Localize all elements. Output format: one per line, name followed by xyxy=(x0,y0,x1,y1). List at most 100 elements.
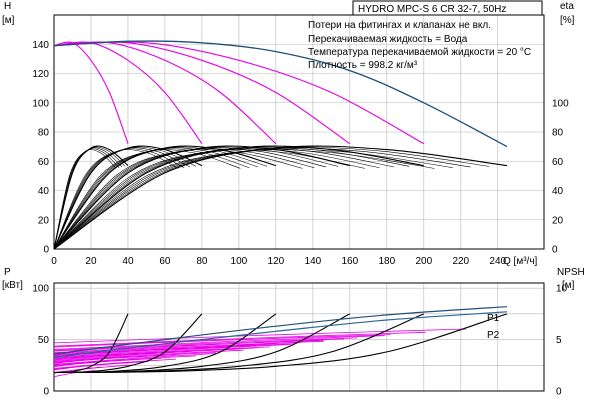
eta-tick-label: 40 xyxy=(552,186,564,197)
chart-notes: Потери на фитингах и клапанах не вкл. Пе… xyxy=(308,19,531,71)
head-curve-6 xyxy=(54,40,508,148)
top-right-tick-labels: 0 20 40 60 80 100 xyxy=(552,98,569,255)
bottom-plot-frame xyxy=(53,282,545,392)
bottom-left-tick-labels: 0 50 100 xyxy=(32,284,49,398)
head-curve-2 xyxy=(54,41,203,145)
efficiency-aux-curve-5-3 xyxy=(54,148,380,249)
efficiency-aux-curve-5-4 xyxy=(54,149,365,249)
head-tick-label: 80 xyxy=(38,128,50,139)
head-curve-1 xyxy=(54,41,129,144)
head-efficiency-panel: 0 20 40 60 80 100 120 140 160 180 200 220 240 020406… xyxy=(2,0,575,267)
chart-title-box xyxy=(352,0,543,16)
head-tick-label: 0 xyxy=(43,245,49,256)
npsh-tick-label: 10 xyxy=(556,284,568,295)
power-series-p2 xyxy=(54,311,508,358)
power-aux-curve-5-3 xyxy=(54,337,358,351)
power-tick-label: 0 xyxy=(43,387,49,398)
series-label-p2: P2 xyxy=(487,330,500,341)
efficiency-aux-curve-3-2 xyxy=(54,147,259,249)
eta-tick-label: 20 xyxy=(552,215,564,226)
top-left-tick-labels: 0 20 40 60 80 100 120 140 xyxy=(32,40,49,256)
note-density: Плотность = 998.2 кг/м³ xyxy=(308,60,418,71)
power-aux-curve-5-4 xyxy=(54,334,391,348)
efficiency-aux-curve-6-4 xyxy=(54,149,435,249)
power-aux-curve-6-1 xyxy=(54,338,344,354)
head-tick-label: 20 xyxy=(38,215,50,226)
x-tick-label: 60 xyxy=(159,256,171,267)
head-axis-unit: [м] xyxy=(2,15,15,26)
power-npsh-panel: 0 50 100 0 5 10 P [кВт] NPSH [м] P1 P2 xyxy=(2,267,585,398)
efficiency-curve-4 xyxy=(54,145,350,249)
x-tick-label: 140 xyxy=(305,256,322,267)
x-tick-label: 80 xyxy=(196,256,208,267)
note-temperature: Температура перекачиваемой жидкости = 20… xyxy=(308,47,531,58)
note-fittings: Потери на фитингах и клапанах не вкл. xyxy=(308,19,491,31)
eta-tick-label: 100 xyxy=(552,98,569,109)
head-tick-label: 60 xyxy=(38,157,50,168)
head-curve-3 xyxy=(54,41,277,145)
x-tick-label: 0 xyxy=(51,256,57,267)
efficiency-aux-curve-3-1 xyxy=(54,146,268,249)
bottom-right-tick-labels: 0 5 10 xyxy=(556,284,568,398)
bottom-grid xyxy=(53,283,544,391)
power-aux-curve-2-1 xyxy=(54,361,149,370)
power-tick-label: 100 xyxy=(32,284,49,295)
x-tick-label: 120 xyxy=(268,256,285,267)
top-grid xyxy=(53,15,544,249)
power-axis-label: P xyxy=(4,267,11,278)
x-tick-label: 180 xyxy=(378,256,395,267)
bottom-curves xyxy=(54,306,508,377)
npsh-tick-label: 0 xyxy=(556,387,562,398)
power-aux-curve-6-3 xyxy=(54,331,426,347)
x-tick-label: 220 xyxy=(452,256,469,267)
efficiency-aux-curve-4-4 xyxy=(54,149,303,249)
top-x-tick-labels: 0 20 40 60 80 100 120 140 160 180 200 220 240 xyxy=(51,256,506,267)
power-aux-curve-6-0 xyxy=(54,341,304,357)
power-aux-curve-5-1 xyxy=(54,344,291,358)
power-aux-curve-5-0 xyxy=(54,347,258,361)
eta-axis-unit: [%] xyxy=(560,15,575,26)
power-aux-curve-3-2 xyxy=(54,352,217,363)
efficiency-aux-curve-5-2 xyxy=(54,147,395,249)
efficiency-aux-curve-6-3 xyxy=(54,148,453,249)
power-aux-curve-2-0 xyxy=(54,364,136,373)
chart-title: HYDRO MPC-S 6 CR 32-7, 50Hz xyxy=(358,4,506,15)
top-plot-frame xyxy=(53,14,545,250)
power-aux-curve-3-0 xyxy=(54,358,177,369)
eta-tick-label: 60 xyxy=(552,157,564,168)
x-tick-label: 20 xyxy=(85,256,97,267)
power-series-p1 xyxy=(54,306,508,355)
x-tick-label: 240 xyxy=(489,256,506,267)
series-label-p1: P1 xyxy=(487,313,500,324)
power-axis-unit: [кВт] xyxy=(2,280,23,291)
head-axis-label: H xyxy=(4,1,11,12)
flow-axis-label: Q [м³/ч] xyxy=(503,256,538,267)
efficiency-aux-curve-3-4 xyxy=(54,149,241,249)
note-liquid: Перекачиваемая жидкость = Вода xyxy=(308,34,468,45)
efficiency-curve-6 xyxy=(54,145,508,249)
power-aux-curve-6-2 xyxy=(54,335,385,350)
power-aux-curve-3-1 xyxy=(54,355,197,366)
power-aux-curve-6-4 xyxy=(54,328,467,344)
x-tick-label: 40 xyxy=(122,256,134,267)
npsh-axis-label: NPSH xyxy=(557,267,585,278)
eta-tick-label: 80 xyxy=(552,128,564,139)
power-aux-curve-4-2 xyxy=(54,346,271,359)
head-tick-label: 100 xyxy=(32,98,49,109)
npsh-tick-label: 5 xyxy=(556,335,562,346)
eta-tick-label: 0 xyxy=(552,245,558,256)
head-tick-label: 140 xyxy=(32,40,49,51)
npsh-curve-6 xyxy=(54,313,508,374)
x-tick-label: 160 xyxy=(342,256,359,267)
efficiency-aux-curve-5-1 xyxy=(54,146,410,249)
head-tick-label: 120 xyxy=(32,69,49,80)
power-aux-curve-4-0 xyxy=(54,353,217,365)
eta-axis-label: eta xyxy=(560,1,574,12)
x-tick-label: 200 xyxy=(415,256,432,267)
npsh-axis-unit: [м] xyxy=(562,280,575,291)
top-curves xyxy=(54,40,508,249)
power-tick-label: 50 xyxy=(38,335,50,346)
x-tick-label: 100 xyxy=(231,256,248,267)
head-tick-label: 40 xyxy=(38,186,50,197)
